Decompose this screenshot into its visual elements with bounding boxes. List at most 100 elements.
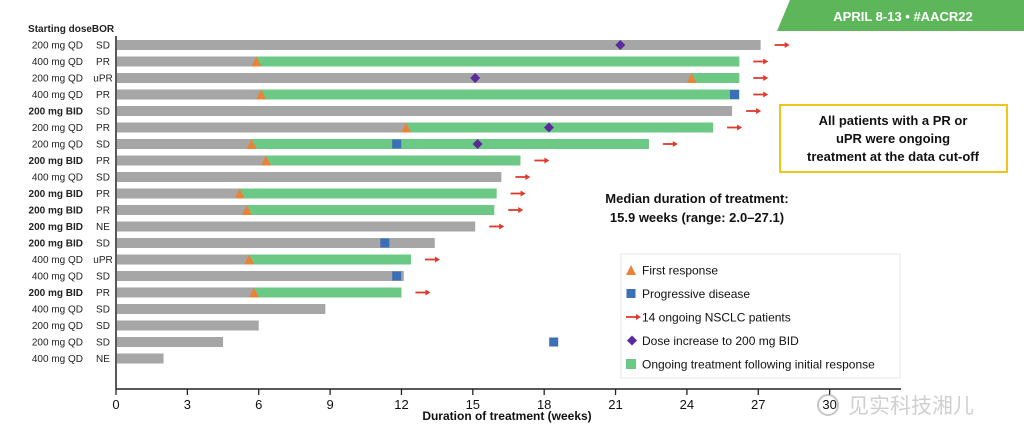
response-segment bbox=[251, 139, 649, 149]
bor-label: uPR bbox=[93, 74, 112, 85]
treatment-bar bbox=[117, 337, 224, 347]
x-tick-label: 3 bbox=[184, 397, 191, 412]
legend-entry: Progressive disease bbox=[626, 287, 750, 301]
first-response-marker bbox=[686, 73, 697, 83]
patient-row: 200 mg QD SD bbox=[32, 320, 259, 332]
response-segment bbox=[256, 56, 740, 67]
callout-line-3: treatment at the data cut-off bbox=[807, 149, 980, 164]
legend: First response Progressive disease 14 ongo… bbox=[620, 253, 901, 379]
bor-label: NE bbox=[96, 222, 110, 233]
arrow-head bbox=[499, 223, 505, 230]
header-bor: BOR bbox=[92, 24, 115, 35]
x-tick-label: 27 bbox=[751, 397, 765, 412]
bor-label: SD bbox=[96, 305, 110, 316]
bor-label: SD bbox=[96, 41, 110, 52]
bor-label: SD bbox=[96, 321, 110, 332]
arrow-head bbox=[763, 75, 769, 81]
patient-row: 200 mg BID PR bbox=[29, 155, 550, 167]
starting-dose-label: 200 mg BID bbox=[29, 107, 83, 118]
patient-row: 200 mg BID PR bbox=[29, 287, 431, 299]
ongoing-arrow bbox=[753, 75, 769, 81]
arrow-head bbox=[518, 207, 524, 213]
starting-dose-label: 200 mg QD bbox=[32, 41, 83, 52]
treatment-bar bbox=[117, 353, 164, 364]
progressive-disease-marker bbox=[380, 238, 390, 248]
progressive-disease-marker bbox=[549, 337, 559, 347]
ongoing-arrow bbox=[774, 42, 790, 48]
bor-label: NE bbox=[96, 354, 110, 365]
x-tick-label: 30 bbox=[822, 397, 836, 412]
arrow-head bbox=[784, 42, 790, 48]
bor-label: uPR bbox=[93, 255, 112, 266]
legend-label: First response bbox=[642, 264, 718, 278]
median-line-1: Median duration of treatment: bbox=[605, 191, 788, 206]
arrow-head bbox=[737, 124, 743, 131]
bor-label: SD bbox=[96, 140, 110, 151]
bor-label: PR bbox=[96, 189, 110, 200]
progressive-disease-marker bbox=[392, 271, 402, 281]
starting-dose-label: 200 mg BID bbox=[29, 239, 83, 250]
response-segment bbox=[265, 155, 521, 166]
first-response-marker bbox=[244, 254, 255, 265]
bor-label: PR bbox=[96, 156, 110, 167]
ongoing-arrow bbox=[515, 174, 531, 180]
ongoing-arrow bbox=[727, 124, 743, 131]
arrow-head bbox=[434, 256, 440, 263]
ongoing-arrow bbox=[753, 58, 769, 65]
legend-square-icon bbox=[626, 289, 636, 298]
bor-label: PR bbox=[96, 57, 110, 68]
progressive-disease-marker bbox=[729, 90, 739, 99]
starting-dose-label: 400 mg QD bbox=[32, 173, 83, 184]
starting-dose-label: 400 mg QD bbox=[32, 90, 83, 101]
starting-dose-label: 400 mg QD bbox=[32, 305, 83, 316]
starting-dose-label: 200 mg BID bbox=[29, 189, 83, 200]
first-response-marker bbox=[246, 139, 257, 149]
dose-increase-marker bbox=[470, 73, 481, 83]
first-response-marker bbox=[260, 155, 271, 166]
response-segment bbox=[253, 287, 402, 298]
ongoing-arrow bbox=[424, 256, 440, 263]
treatment-bar bbox=[117, 221, 476, 232]
patient-row: 400 mg QD SD bbox=[32, 304, 326, 316]
bor-label: PR bbox=[96, 206, 110, 217]
response-segment bbox=[691, 73, 740, 83]
legend-label: Progressive disease bbox=[642, 287, 750, 301]
x-tick-label: 0 bbox=[112, 397, 119, 412]
ongoing-arrow bbox=[489, 223, 505, 230]
first-response-marker bbox=[401, 122, 412, 133]
patient-row: 200 mg BID PR bbox=[29, 188, 526, 200]
first-response-marker bbox=[256, 89, 267, 100]
starting-dose-label: 200 mg QD bbox=[32, 338, 83, 349]
watermark-text: 见实科技湘儿 bbox=[848, 395, 974, 418]
conference-banner bbox=[777, 0, 1024, 31]
banner-text: APRIL 8-13 • #AACR22 bbox=[833, 9, 972, 24]
first-response-marker bbox=[234, 188, 245, 199]
weibo-logo-icon bbox=[817, 394, 839, 416]
starting-dose-label: 200 mg QD bbox=[32, 123, 83, 134]
starting-dose-label: 400 mg QD bbox=[32, 57, 83, 68]
treatment-bar bbox=[117, 304, 326, 314]
patient-row: 200 mg QD SD bbox=[32, 139, 678, 151]
progressive-disease-marker bbox=[392, 139, 402, 149]
legend-arrow-icon bbox=[626, 314, 641, 320]
patient-row: 400 mg QD PR bbox=[32, 56, 769, 68]
legend-entry: First response bbox=[626, 264, 718, 278]
first-response-marker bbox=[248, 287, 259, 298]
bor-label: SD bbox=[96, 107, 110, 118]
starting-dose-label: 200 mg BID bbox=[29, 288, 83, 299]
ongoing-arrow bbox=[746, 108, 762, 114]
legend-diamond-icon bbox=[627, 335, 637, 346]
bor-label: SD bbox=[96, 239, 110, 250]
treatment-bar bbox=[117, 73, 740, 83]
starting-dose-label: 200 mg QD bbox=[32, 74, 83, 85]
patient-row: 200 mg QD PR bbox=[32, 122, 743, 134]
patient-row: 400 mg QD SD bbox=[32, 172, 531, 184]
dose-increase-marker bbox=[472, 139, 483, 149]
first-response-marker bbox=[241, 205, 252, 215]
bor-label: SD bbox=[96, 173, 110, 184]
treatment-bar bbox=[117, 320, 259, 331]
treatment-bar bbox=[117, 238, 435, 248]
response-segment bbox=[239, 188, 497, 199]
patient-row: 200 mg BID NE bbox=[29, 221, 505, 233]
